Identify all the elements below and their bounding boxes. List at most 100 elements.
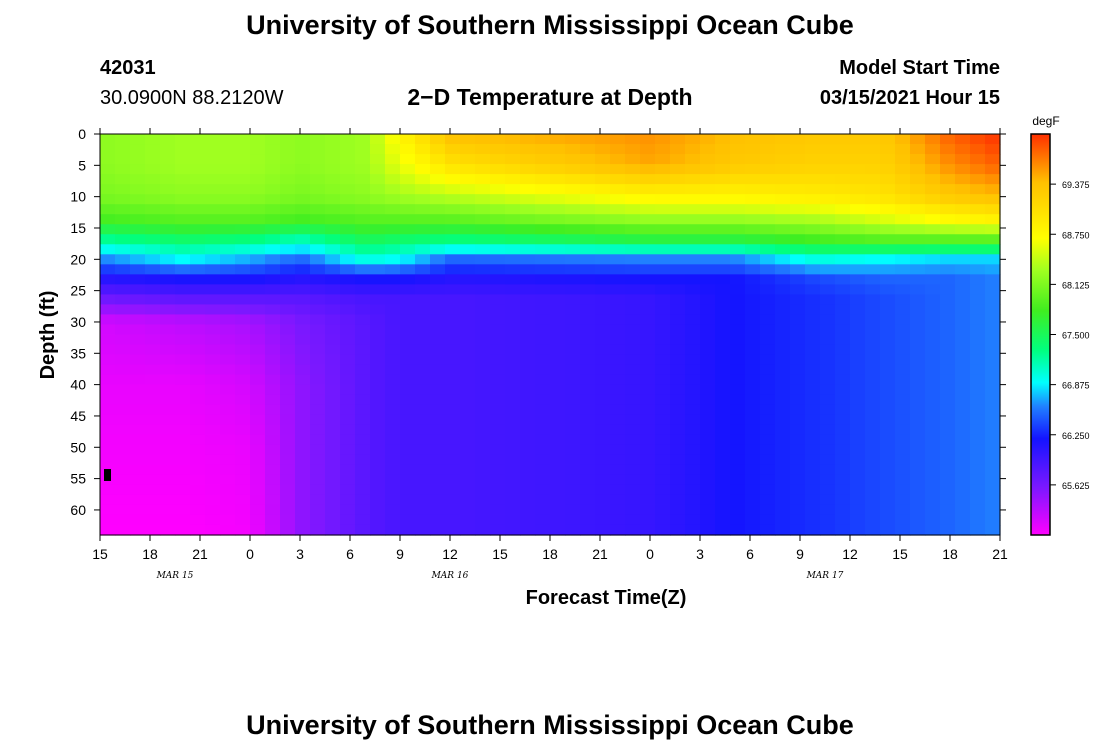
heatmap-cell — [385, 434, 401, 446]
heatmap-cell — [775, 144, 791, 155]
heatmap-cell — [385, 394, 401, 406]
heatmap-cell — [535, 134, 551, 145]
heatmap-cell — [340, 294, 356, 306]
heatmap-cell — [730, 244, 746, 255]
heatmap-cell — [775, 184, 791, 195]
heatmap-cell — [205, 134, 221, 145]
heatmap-cell — [130, 314, 146, 326]
heatmap-cell — [955, 294, 971, 306]
heatmap-cell — [835, 524, 851, 536]
heatmap-cell — [535, 394, 551, 406]
heatmap-cell — [100, 204, 116, 215]
heatmap-cell — [100, 294, 116, 306]
heatmap-cell — [775, 354, 791, 366]
heatmap-cell — [955, 364, 971, 376]
heatmap-cell — [880, 414, 896, 426]
heatmap-cell — [775, 374, 791, 386]
heatmap-cell — [715, 504, 731, 516]
heatmap-cell — [805, 434, 821, 446]
heatmap-cell — [865, 464, 881, 476]
heatmap-cell — [835, 514, 851, 526]
heatmap-cell — [415, 174, 431, 185]
heatmap-cell — [100, 484, 116, 496]
heatmap-cell — [895, 504, 911, 516]
heatmap-cell — [250, 304, 266, 316]
heatmap-cell — [760, 334, 776, 346]
heatmap-cell — [370, 314, 386, 326]
heatmap-cell — [715, 164, 731, 175]
heatmap-cell — [805, 524, 821, 536]
heatmap-cell — [655, 354, 671, 366]
heatmap-cell — [505, 434, 521, 446]
heatmap-cell — [685, 164, 701, 175]
colorbar-tick-label: 68.750 — [1062, 230, 1090, 240]
heatmap-cell — [805, 134, 821, 145]
heatmap-cell — [745, 394, 761, 406]
heatmap-cell — [205, 164, 221, 175]
heatmap-cell — [940, 504, 956, 516]
heatmap-cell — [940, 164, 956, 175]
heatmap-cell — [865, 474, 881, 486]
heatmap-cell — [220, 454, 236, 466]
heatmap-cell — [745, 294, 761, 306]
heatmap-cell — [580, 264, 596, 275]
heatmap-cell — [115, 184, 131, 195]
heatmap-cell — [925, 174, 941, 185]
heatmap-cell — [865, 504, 881, 516]
heatmap-cell — [655, 334, 671, 346]
heatmap-cell — [850, 384, 866, 396]
heatmap-cell — [430, 214, 446, 225]
heatmap-cell — [970, 254, 986, 265]
heatmap-cell — [610, 144, 626, 155]
heatmap-cell — [340, 334, 356, 346]
heatmap-cell — [340, 144, 356, 155]
heatmap-cell — [130, 454, 146, 466]
heatmap-cell — [160, 154, 176, 165]
heatmap-cell — [910, 394, 926, 406]
heatmap-cell — [250, 214, 266, 225]
heatmap-cell — [550, 484, 566, 496]
heatmap-cell — [385, 384, 401, 396]
heatmap-cell — [490, 164, 506, 175]
heatmap-cell — [535, 234, 551, 245]
heatmap-cell — [340, 134, 356, 145]
heatmap-cell — [505, 174, 521, 185]
heatmap-cell — [625, 514, 641, 526]
heatmap-cell — [955, 404, 971, 416]
heatmap-cell — [175, 334, 191, 346]
heatmap-cell — [925, 144, 941, 155]
heatmap-cell — [355, 334, 371, 346]
heatmap-cell — [100, 274, 116, 285]
heatmap-cell — [250, 314, 266, 326]
heatmap-cell — [790, 494, 806, 506]
heatmap-cell — [220, 394, 236, 406]
heatmap-cell — [265, 484, 281, 496]
heatmap-cell — [865, 364, 881, 376]
heatmap-cell — [685, 284, 701, 296]
heatmap-cell — [895, 494, 911, 506]
heatmap-cell — [370, 214, 386, 225]
heatmap-cell — [565, 174, 581, 185]
heatmap-cell — [655, 164, 671, 175]
heatmap-cell — [655, 244, 671, 255]
heatmap-cell — [940, 144, 956, 155]
heatmap-cell — [655, 494, 671, 506]
heatmap-cell — [355, 464, 371, 476]
heatmap-cell — [895, 304, 911, 316]
heatmap-cell — [610, 244, 626, 255]
heatmap-cell — [715, 414, 731, 426]
heatmap-cell — [850, 304, 866, 316]
heatmap-cell — [445, 404, 461, 416]
heatmap-cell — [610, 354, 626, 366]
heatmap-cell — [265, 284, 281, 296]
heatmap-cell — [325, 304, 341, 316]
heatmap-cell — [160, 174, 176, 185]
heatmap-cell — [985, 294, 1001, 306]
heatmap-cell — [940, 384, 956, 396]
heatmap-cell — [790, 234, 806, 245]
heatmap-cell — [475, 484, 491, 496]
heatmap-cell — [625, 364, 641, 376]
heatmap-cell — [910, 484, 926, 496]
heatmap-cell — [925, 364, 941, 376]
